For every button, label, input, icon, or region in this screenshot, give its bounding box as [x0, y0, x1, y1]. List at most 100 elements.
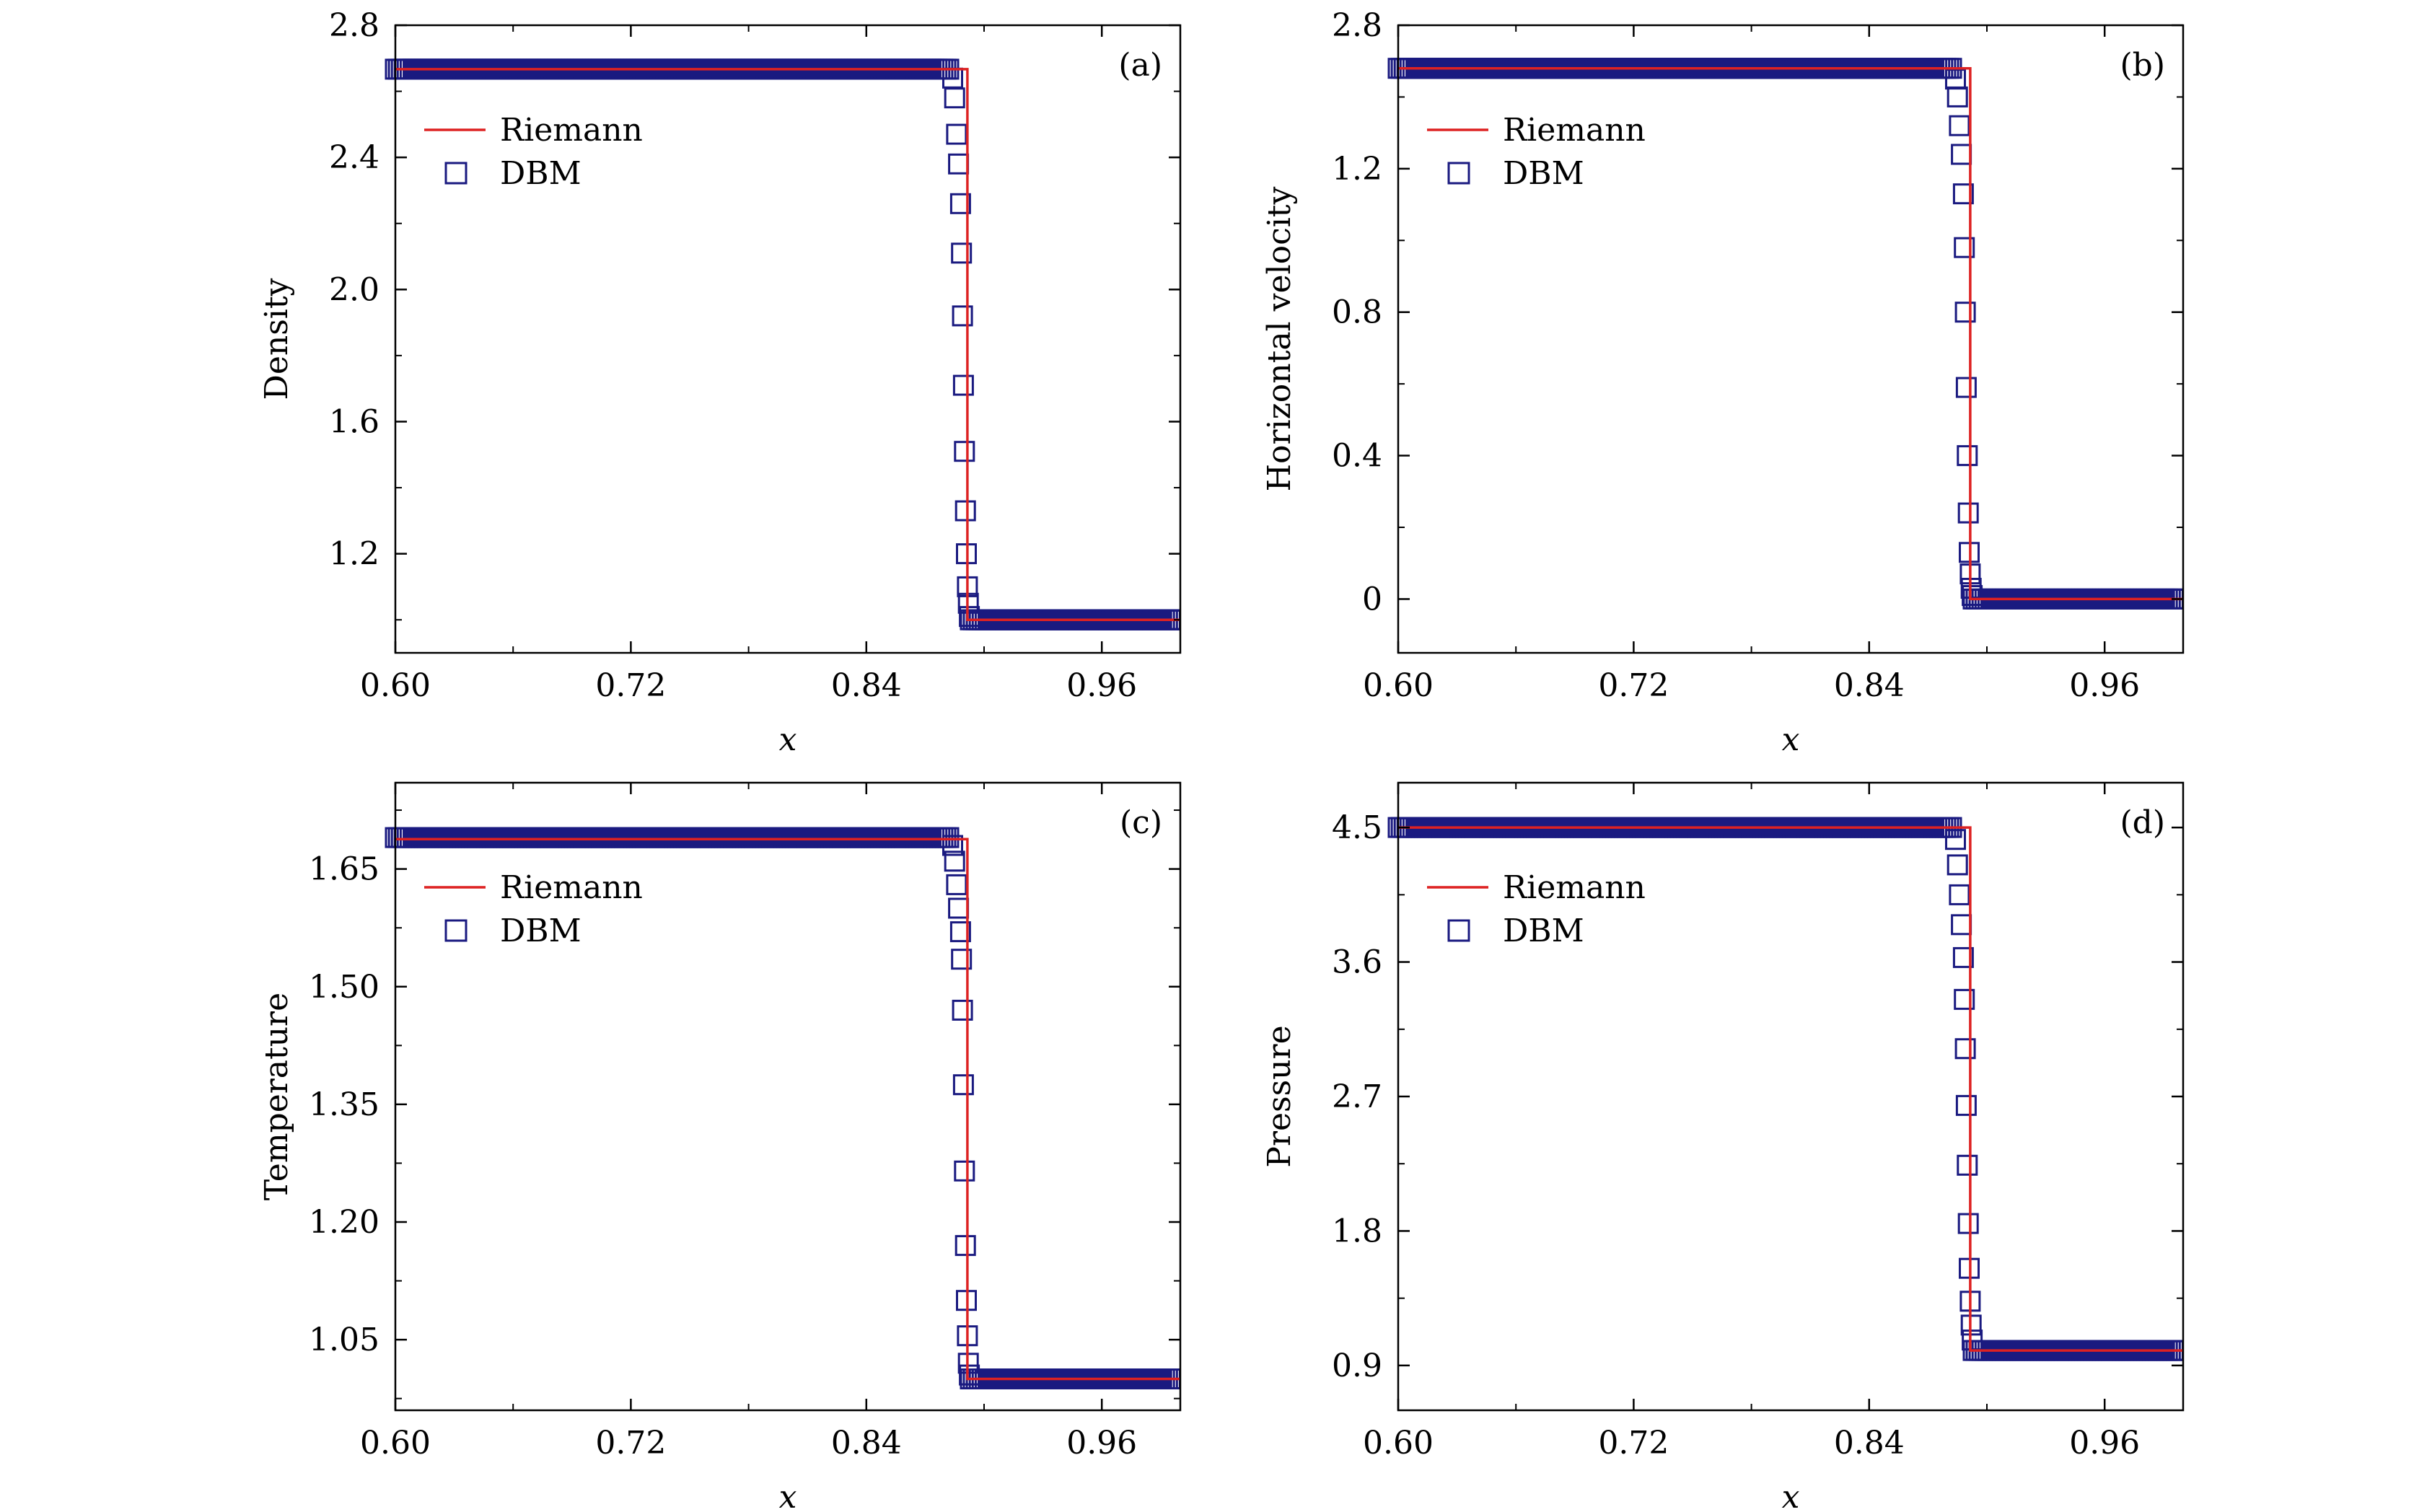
y-tick-label: 2.0 [329, 271, 379, 308]
dbm-point [954, 441, 975, 462]
plot-frame [1397, 24, 2185, 654]
panel-d-pressure: 0.60 0.72 0.84 0.96 0.9 1.8 2.7 3.6 4.5 x Pressure… [1261, 775, 2400, 1512]
y-tick-label: 0.4 [1332, 438, 1382, 475]
dbm-point [1954, 1038, 1976, 1060]
riemann-line [395, 838, 1180, 1381]
y-axis-label: Horizontal velocity [1261, 187, 1298, 492]
x-axis-label: x [779, 721, 797, 758]
dbm-point [954, 500, 976, 522]
plot-frame [394, 24, 1182, 654]
clip-mask-right [2184, 18, 2400, 660]
dbm-point [952, 305, 973, 327]
dbm-point [952, 374, 974, 396]
dbm-point [1954, 988, 1975, 1010]
y-tick-label: 1.50 [309, 969, 379, 1006]
panel-b-horizontal-velocity: 0.60 0.72 0.84 0.96 0 0.4 0.8 1.2 2.8 x Horizontal… [1261, 7, 2400, 758]
legend-riemann-label: Riemann [1503, 869, 1646, 906]
x-tick-label: 0.72 [1598, 667, 1669, 704]
dbm-point [1957, 1154, 1978, 1176]
legend-dbm-label: DBM [500, 155, 581, 192]
y-tick-label: 4.5 [1332, 809, 1382, 846]
dbm-point [1954, 302, 1976, 323]
dbm-point [1949, 884, 1970, 905]
dbm-point [952, 999, 973, 1021]
panel-tag: (a) [1118, 47, 1162, 84]
dbm-point [954, 1160, 975, 1182]
y-tick-label: 2.4 [329, 139, 379, 176]
legend-dbm-swatch [444, 919, 468, 942]
riemann-line [1398, 66, 2183, 601]
clip-mask-right [2184, 775, 2400, 1418]
x-tick-label: 0.72 [595, 667, 666, 704]
panel-tag: (d) [2120, 804, 2166, 841]
dbm-point [948, 153, 970, 175]
y-tick-label: 1.05 [309, 1322, 379, 1358]
y-tick-label: 1.20 [309, 1204, 379, 1241]
panel-a-density: 0.60 0.72 0.84 0.96 1.2 1.6 2.0 2.4 2.8 x Density (… [258, 7, 1397, 758]
dbm-point [1949, 115, 1970, 136]
x-axis-label: x [1782, 1479, 1800, 1512]
dbm-point [944, 850, 965, 872]
dbm-point [1945, 829, 1966, 850]
dbm-point [951, 949, 973, 970]
riemann-line [395, 68, 1180, 621]
dbm-point [938, 827, 960, 848]
dbm-point [1957, 445, 1978, 467]
dbm-point [1957, 1213, 1979, 1234]
dbm-point [949, 921, 971, 943]
dbm-point [951, 242, 973, 264]
clip-mask-right [1181, 18, 1397, 660]
legend-dbm-swatch [1447, 162, 1470, 185]
y-tick-label: 1.2 [329, 536, 379, 573]
legend-dbm-label: DBM [500, 913, 581, 949]
y-tick-label: 0.9 [1332, 1348, 1382, 1384]
dbm-point [949, 193, 971, 214]
x-axis-label: x [779, 1479, 797, 1512]
legend-riemann-label: Riemann [1503, 112, 1646, 149]
x-tick-label: 0.60 [1363, 1425, 1434, 1462]
dbm-point [1952, 183, 1974, 205]
y-axis-label: Density [258, 278, 295, 400]
dbm-point [952, 1074, 974, 1096]
dbm-point [1951, 914, 1972, 936]
clip-mask-right [1181, 775, 1397, 1418]
legend-riemann-label: Riemann [500, 869, 643, 906]
x-axis-label: x [1782, 721, 1800, 758]
y-tick-label: 0 [1362, 581, 1382, 617]
y-tick-label: 2.7 [1332, 1078, 1382, 1115]
riemann-line [1398, 826, 2183, 1352]
legend-dbm-label: DBM [1503, 913, 1584, 949]
x-tick-label: 0.84 [1834, 667, 1905, 704]
dbm-point [944, 87, 965, 109]
x-tick-label: 0.60 [360, 667, 431, 704]
dbm-point [946, 874, 967, 895]
panel-tag: (c) [1120, 804, 1162, 841]
y-tick-label: 1.35 [309, 1086, 379, 1123]
x-tick-label: 0.60 [1363, 667, 1434, 704]
plot-frame [394, 781, 1182, 1412]
legend-dbm-label: DBM [1503, 155, 1584, 192]
panel-tag: (b) [2120, 47, 2166, 84]
dbm-point [1952, 946, 1974, 968]
x-tick-label: 0.96 [2069, 1425, 2140, 1462]
x-tick-label: 0.84 [1834, 1425, 1905, 1462]
x-tick-label: 0.84 [831, 1425, 902, 1462]
y-axis-label: Temperature [258, 993, 295, 1200]
x-tick-label: 0.96 [1066, 1425, 1137, 1462]
dbm-point [1955, 1094, 1977, 1116]
dbm-point [942, 835, 963, 856]
dbm-point [1957, 502, 1979, 524]
y-tick-label: 2.8 [1332, 7, 1382, 44]
y-tick-label: 1.6 [329, 403, 379, 440]
x-tick-label: 0.96 [2069, 667, 2140, 704]
y-tick-label: 1.8 [1332, 1213, 1382, 1249]
y-tick-label: 0.8 [1332, 294, 1382, 331]
legend-dbm-swatch [1447, 919, 1470, 942]
y-tick-label: 1.65 [309, 851, 379, 888]
x-tick-label: 0.96 [1066, 667, 1137, 704]
x-tick-label: 0.60 [360, 1425, 431, 1462]
y-tick-label: 2.8 [329, 7, 379, 44]
x-tick-label: 0.72 [1598, 1425, 1669, 1462]
panel-c-temperature: 0.60 0.72 0.84 0.96 1.05 1.20 1.35 1.50 1.65 x Tem… [258, 775, 1397, 1512]
